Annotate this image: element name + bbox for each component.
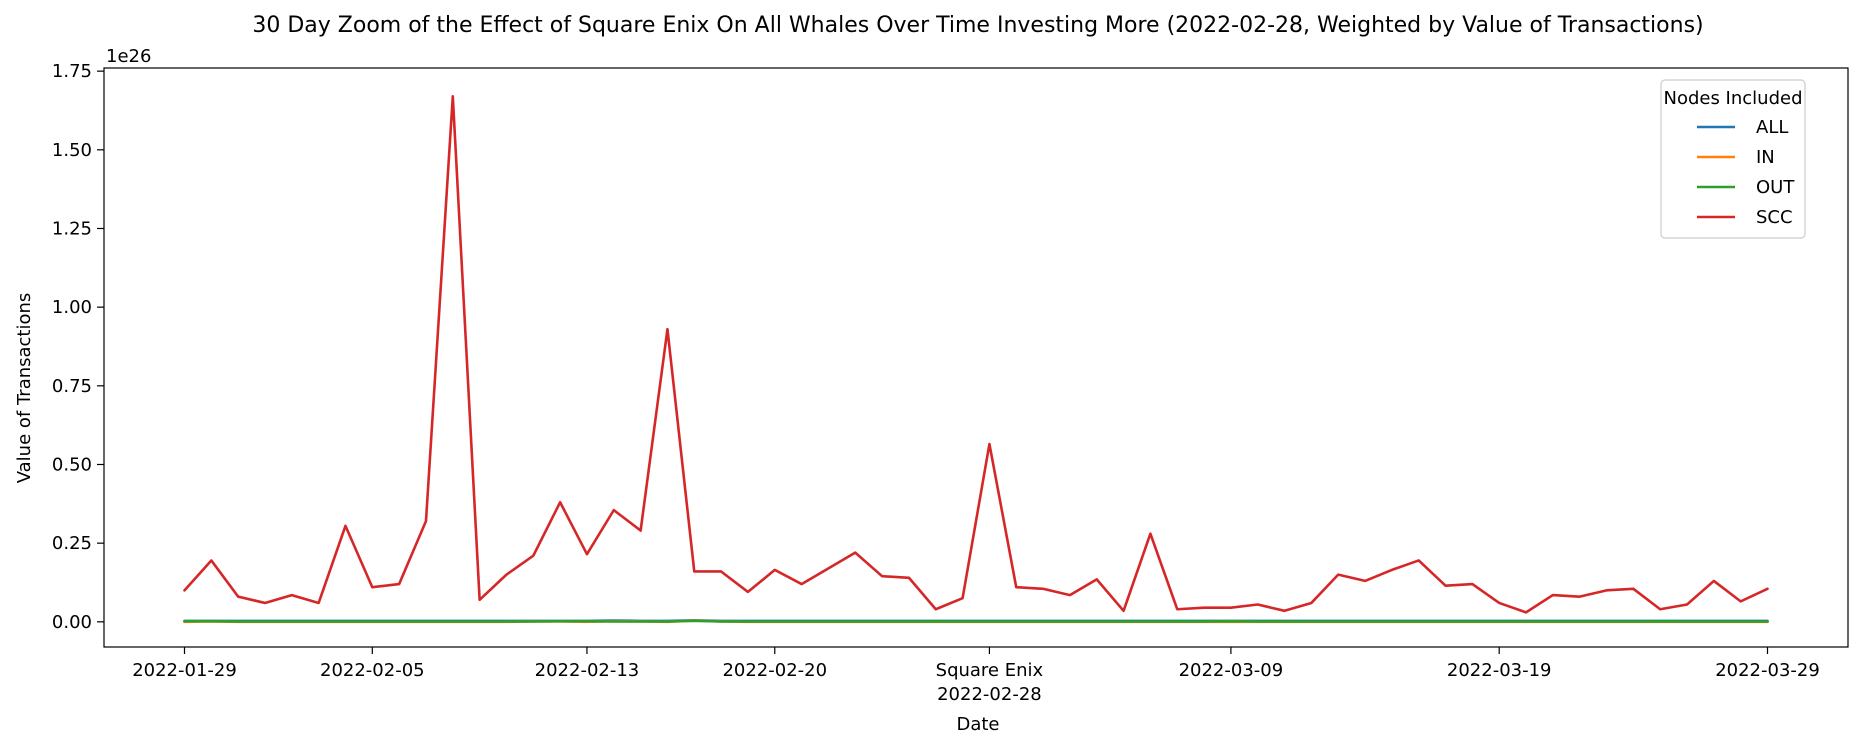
legend: Nodes Included ALL IN OUT SCC [1660,79,1806,239]
legend-title: Nodes Included [1663,88,1802,109]
x-tick-label: 2022-03-29 [1715,660,1820,681]
plot-area [103,67,1849,648]
x-tick-label: 2022-01-29 [132,660,237,681]
y-tick-label: 0.75 [52,376,92,397]
legend-box [1660,79,1806,239]
legend-label-scc: SCC [1756,207,1793,228]
y-tick-label: 0.00 [52,612,92,633]
legend-label-in: IN [1756,147,1775,168]
x-tick-label: 2022-02-20 [722,660,827,681]
legend-label-all: ALL [1756,117,1788,138]
y-tick-label: 1.50 [52,140,92,161]
y-tick-label: 0.50 [52,454,92,475]
x-tick-label: 2022-02-13 [535,660,640,681]
y-tick-label: 1.25 [52,218,92,239]
x-tick-label: 2022-03-09 [1179,660,1284,681]
series-line-scc [183,95,1769,614]
x-tick-label: 2022-02-05 [320,660,425,681]
y-axis: 0.00 0.25 0.50 0.75 1.00 1.25 1.50 1.75 [52,61,104,633]
legend-label-out: OUT [1756,177,1795,198]
y-tick-label: 0.25 [52,533,92,554]
chart-title: 30 Day Zoom of the Effect of Square Enix… [252,13,1703,38]
x-tick-label: Square Enix [936,660,1044,681]
y-axis-offset-label: 1e26 [106,46,151,67]
x-axis-label: Date [956,714,999,735]
x-axis: 2022-01-29 2022-02-05 2022-02-13 2022-02-20… [132,647,1820,705]
series-line-out [183,619,1769,623]
series-group [183,95,1769,624]
y-tick-label: 1.75 [52,61,92,82]
y-axis-label: Value of Transactions [14,293,35,484]
y-tick-label: 1.00 [52,297,92,318]
x-tick-label: 2022-03-19 [1447,660,1552,681]
x-tick-sublabel: 2022-02-28 [937,684,1042,705]
plot-frame [103,67,1849,648]
